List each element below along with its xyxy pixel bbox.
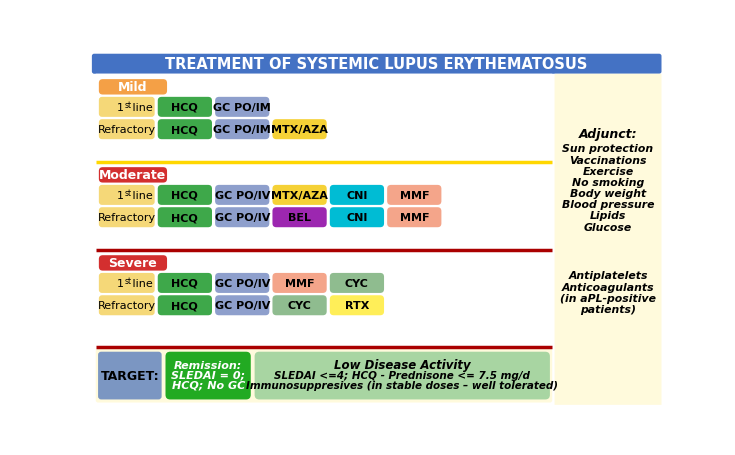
Text: GC PO/IV: GC PO/IV <box>215 301 270 311</box>
Text: GC PO/IV: GC PO/IV <box>215 191 270 201</box>
Text: Refractory: Refractory <box>98 213 156 223</box>
FancyBboxPatch shape <box>273 208 326 228</box>
Text: HCQ: HCQ <box>171 213 198 223</box>
Text: st: st <box>124 277 132 285</box>
Text: Adjunct:: Adjunct: <box>578 128 637 141</box>
FancyBboxPatch shape <box>215 120 269 140</box>
Text: MMF: MMF <box>285 278 315 288</box>
Text: GC PO/IV: GC PO/IV <box>215 278 270 288</box>
FancyBboxPatch shape <box>92 55 662 75</box>
FancyBboxPatch shape <box>330 273 384 293</box>
Text: Sun protection: Sun protection <box>562 144 653 154</box>
Text: HCQ: HCQ <box>171 278 198 288</box>
Text: line: line <box>129 278 153 288</box>
FancyBboxPatch shape <box>158 186 212 206</box>
Text: st: st <box>124 189 132 197</box>
Text: Blood pressure: Blood pressure <box>562 200 654 210</box>
FancyBboxPatch shape <box>273 186 326 206</box>
Text: patients): patients) <box>580 304 636 314</box>
Text: HCQ: HCQ <box>171 103 198 112</box>
FancyBboxPatch shape <box>215 98 269 117</box>
Text: Severe: Severe <box>109 257 157 270</box>
Text: GC PO/IV: GC PO/IV <box>215 213 270 223</box>
Text: Body weight: Body weight <box>570 189 646 199</box>
FancyBboxPatch shape <box>330 186 384 206</box>
Text: MMF: MMF <box>400 213 429 223</box>
Text: Low Disease Activity: Low Disease Activity <box>334 359 470 371</box>
FancyBboxPatch shape <box>98 208 154 228</box>
Text: SLEDAI <=4; HCQ - Prednisone <= 7.5 mg/d: SLEDAI <=4; HCQ - Prednisone <= 7.5 mg/d <box>274 370 530 380</box>
FancyBboxPatch shape <box>96 349 552 403</box>
FancyBboxPatch shape <box>98 256 167 271</box>
Text: No smoking: No smoking <box>572 177 644 187</box>
Text: HCQ; No GC: HCQ; No GC <box>171 380 245 390</box>
Text: MTX/AZA: MTX/AZA <box>271 191 328 201</box>
FancyBboxPatch shape <box>98 168 167 183</box>
Text: MMF: MMF <box>400 191 429 201</box>
FancyBboxPatch shape <box>98 120 154 140</box>
Text: GC PO/IM: GC PO/IM <box>213 103 271 112</box>
Text: Mild: Mild <box>118 81 148 94</box>
Text: line: line <box>129 103 153 112</box>
FancyBboxPatch shape <box>98 273 154 293</box>
FancyBboxPatch shape <box>215 208 269 228</box>
FancyBboxPatch shape <box>98 296 154 316</box>
FancyBboxPatch shape <box>158 296 212 316</box>
Text: line: line <box>129 191 153 201</box>
FancyBboxPatch shape <box>273 296 326 316</box>
Text: Moderate: Moderate <box>99 169 167 182</box>
FancyBboxPatch shape <box>98 80 167 95</box>
FancyBboxPatch shape <box>158 273 212 293</box>
Text: CYC: CYC <box>345 278 369 288</box>
FancyBboxPatch shape <box>330 296 384 316</box>
FancyBboxPatch shape <box>158 208 212 228</box>
Text: 1: 1 <box>117 191 124 201</box>
Text: HCQ: HCQ <box>171 301 198 311</box>
FancyBboxPatch shape <box>215 296 269 316</box>
Text: GC PO/IM: GC PO/IM <box>213 125 271 135</box>
FancyBboxPatch shape <box>98 352 162 399</box>
Text: RTX: RTX <box>345 301 369 311</box>
Text: SLEDAI = 0;: SLEDAI = 0; <box>171 370 245 380</box>
FancyBboxPatch shape <box>158 98 212 117</box>
Text: Glucose: Glucose <box>584 222 632 232</box>
FancyBboxPatch shape <box>98 186 154 206</box>
Text: MTX/AZA: MTX/AZA <box>271 125 328 135</box>
Text: 1: 1 <box>117 103 124 112</box>
FancyBboxPatch shape <box>554 75 662 405</box>
FancyBboxPatch shape <box>273 273 326 293</box>
Text: BEL: BEL <box>288 213 311 223</box>
FancyBboxPatch shape <box>158 120 212 140</box>
Text: Refractory: Refractory <box>98 301 156 311</box>
Text: Vaccinations: Vaccinations <box>570 155 647 165</box>
Text: (in aPL-positive: (in aPL-positive <box>560 293 656 303</box>
Text: Anticoagulants: Anticoagulants <box>562 282 654 292</box>
FancyBboxPatch shape <box>98 98 154 117</box>
FancyBboxPatch shape <box>96 75 552 347</box>
Text: TREATMENT OF SYSTEMIC LUPUS ERYTHEMATOSUS: TREATMENT OF SYSTEMIC LUPUS ERYTHEMATOSU… <box>165 57 588 72</box>
FancyBboxPatch shape <box>387 186 442 206</box>
FancyBboxPatch shape <box>215 186 269 206</box>
Text: Refractory: Refractory <box>98 125 156 135</box>
Text: HCQ: HCQ <box>171 125 198 135</box>
Text: CNI: CNI <box>346 191 368 201</box>
FancyBboxPatch shape <box>254 352 550 399</box>
FancyBboxPatch shape <box>330 208 384 228</box>
Text: 1: 1 <box>117 278 124 288</box>
FancyBboxPatch shape <box>273 120 326 140</box>
Text: st: st <box>124 101 132 110</box>
Text: Lipids: Lipids <box>589 211 626 221</box>
Text: Immunosuppresives (in stable doses – well tolerated): Immunosuppresives (in stable doses – wel… <box>246 380 559 390</box>
Text: CYC: CYC <box>287 301 312 311</box>
Text: Remission:: Remission: <box>174 360 243 370</box>
Text: HCQ: HCQ <box>171 191 198 201</box>
FancyBboxPatch shape <box>165 352 251 399</box>
Text: CNI: CNI <box>346 213 368 223</box>
FancyBboxPatch shape <box>387 208 442 228</box>
FancyBboxPatch shape <box>215 273 269 293</box>
Text: Exercise: Exercise <box>582 167 634 177</box>
Text: Antiplatelets: Antiplatelets <box>568 271 648 281</box>
Text: TARGET:: TARGET: <box>101 369 159 382</box>
